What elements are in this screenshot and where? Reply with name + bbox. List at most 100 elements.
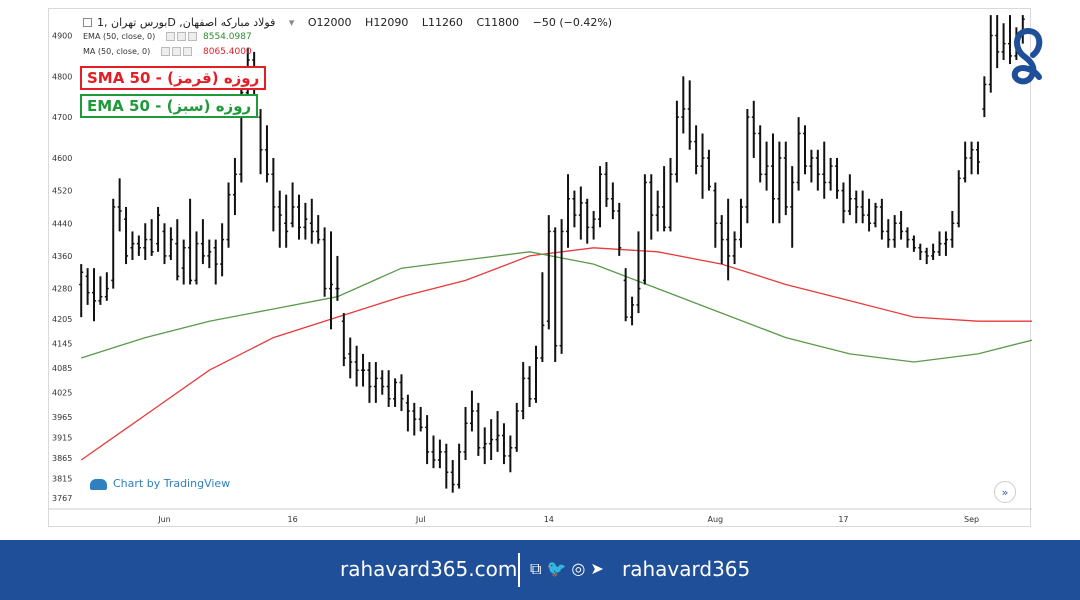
scroll-to-end-button[interactable]: » — [994, 481, 1016, 503]
ohlc-bar — [361, 353, 366, 387]
ohlc-bar — [668, 157, 673, 232]
indicator-label: EMA (50, close, 0) — [83, 32, 156, 41]
footer-website[interactable]: rahavard365.com — [340, 557, 518, 581]
ohlc-bar — [937, 231, 942, 256]
y-tick-label: 3965 — [52, 413, 72, 422]
ohlc-bar — [232, 157, 237, 216]
app-icon[interactable]: ⧉ — [530, 559, 542, 578]
close-icon[interactable] — [182, 47, 192, 56]
ohlc-bar — [630, 296, 635, 326]
ohlc-bar — [732, 231, 737, 265]
ohlc-bar — [188, 198, 193, 285]
twitter-icon[interactable]: 🐦 — [546, 559, 567, 578]
ohlc-bar — [931, 243, 936, 260]
ohlc-bar — [860, 190, 865, 224]
ohlc-bar — [175, 219, 180, 281]
ohlc-bar — [264, 125, 269, 183]
instagram-icon[interactable]: ◎ — [571, 559, 586, 578]
ohlc-bar — [591, 211, 596, 240]
legend-sma: SMA 50 - روزه (قرمز) — [80, 66, 267, 90]
ohlc-bar — [879, 198, 884, 240]
ohlc-bar — [476, 402, 481, 456]
ohlc-bar — [995, 15, 1000, 69]
ohlc-bar — [85, 268, 90, 305]
y-tick-label: 4360 — [52, 252, 72, 261]
telegram-icon[interactable]: ➤ — [590, 559, 604, 578]
ohlc-bar — [636, 231, 641, 314]
ohlc-bar — [911, 235, 916, 252]
y-tick-label: 4700 — [52, 113, 72, 122]
line-ema — [81, 251, 1032, 363]
eye-icon[interactable] — [160, 47, 170, 56]
ohlc-bar — [841, 182, 846, 224]
ohlc-bar — [341, 313, 346, 367]
ohlc-low: L11260 — [421, 16, 463, 29]
y-tick-label: 4900 — [52, 31, 72, 40]
ohlc-bar — [950, 211, 955, 248]
ohlc-bar — [482, 427, 487, 465]
footer-divider — [518, 553, 520, 587]
ohlc-bar — [918, 243, 923, 260]
tradingview-credit[interactable]: Chart by TradingView — [90, 477, 230, 490]
y-tick-label: 4085 — [52, 364, 72, 373]
ohlc-bar — [373, 362, 378, 403]
x-tick-label: Sep — [964, 515, 979, 524]
collapse-icon[interactable] — [83, 18, 92, 27]
ohlc-bar — [284, 194, 289, 248]
ohlc-bar — [425, 415, 430, 465]
social-icons: ⧉ 🐦 ◎ ➤ — [530, 559, 609, 579]
ohlc-bar — [354, 345, 359, 387]
ohlc-bar — [514, 402, 519, 452]
ohlc-bar — [181, 239, 186, 285]
ohlc-bar — [662, 166, 667, 232]
ohlc-bar — [469, 390, 474, 432]
ohlc-bar — [220, 223, 225, 277]
ohlc-bar — [431, 435, 436, 469]
ohlc-bar — [508, 435, 513, 473]
ohlc-bar — [290, 182, 295, 228]
ohlc-bar — [905, 227, 910, 248]
ohlc-bar — [745, 108, 750, 224]
ohlc-bar — [694, 125, 699, 175]
ohlc-bar — [815, 149, 820, 191]
symbol-title: بورس تهران ,1D ,فولاد مبارکه اصفهان — [97, 16, 276, 29]
ohlc-bar — [104, 272, 109, 301]
ohlc-bar — [367, 362, 372, 403]
x-tick-label: Jul — [415, 515, 426, 524]
ohlc-change: −50 (−0.42%) — [532, 16, 613, 29]
chevron-down-icon[interactable]: ▾ — [288, 16, 295, 29]
ohlc-bar — [674, 100, 679, 183]
ohlc-bar — [642, 174, 647, 285]
ohlc-bar — [969, 141, 974, 175]
ohlc-bar — [386, 370, 391, 407]
ohlc-bar — [143, 223, 148, 260]
ohlc-bar — [149, 219, 154, 256]
ohlc-bar — [572, 190, 577, 228]
tradingview-label: Chart by TradingView — [113, 477, 231, 490]
ohlc-bar — [457, 443, 462, 489]
ohlc-bar — [348, 337, 353, 379]
ohlc-bar — [713, 182, 718, 248]
gear-icon[interactable] — [176, 32, 186, 41]
ohlc-bar — [604, 162, 609, 207]
ohlc-bar — [200, 219, 205, 265]
ohlc-bar — [796, 117, 801, 191]
footer-handle[interactable]: rahavard365 — [622, 557, 751, 581]
ohlc-bar — [598, 166, 603, 228]
cloud-icon — [90, 478, 107, 490]
ohlc-bar — [623, 268, 628, 322]
ohlc-bar — [899, 211, 904, 240]
ohlc-bar — [822, 141, 827, 199]
ohlc-bar — [975, 141, 980, 175]
close-icon[interactable] — [187, 32, 197, 41]
ohlc-bar — [322, 227, 327, 297]
y-tick-label: 4280 — [52, 285, 72, 294]
eye-icon[interactable] — [165, 32, 175, 41]
ohlc-bar — [585, 198, 590, 244]
gear-icon[interactable] — [171, 47, 181, 56]
ohlc-bar — [790, 166, 795, 248]
ohlc-bar — [988, 15, 993, 93]
legend-ema: EMA 50 - روزه (سبز) — [80, 94, 259, 118]
ohlc-bar — [309, 198, 314, 244]
ohlc-bar — [405, 394, 410, 432]
